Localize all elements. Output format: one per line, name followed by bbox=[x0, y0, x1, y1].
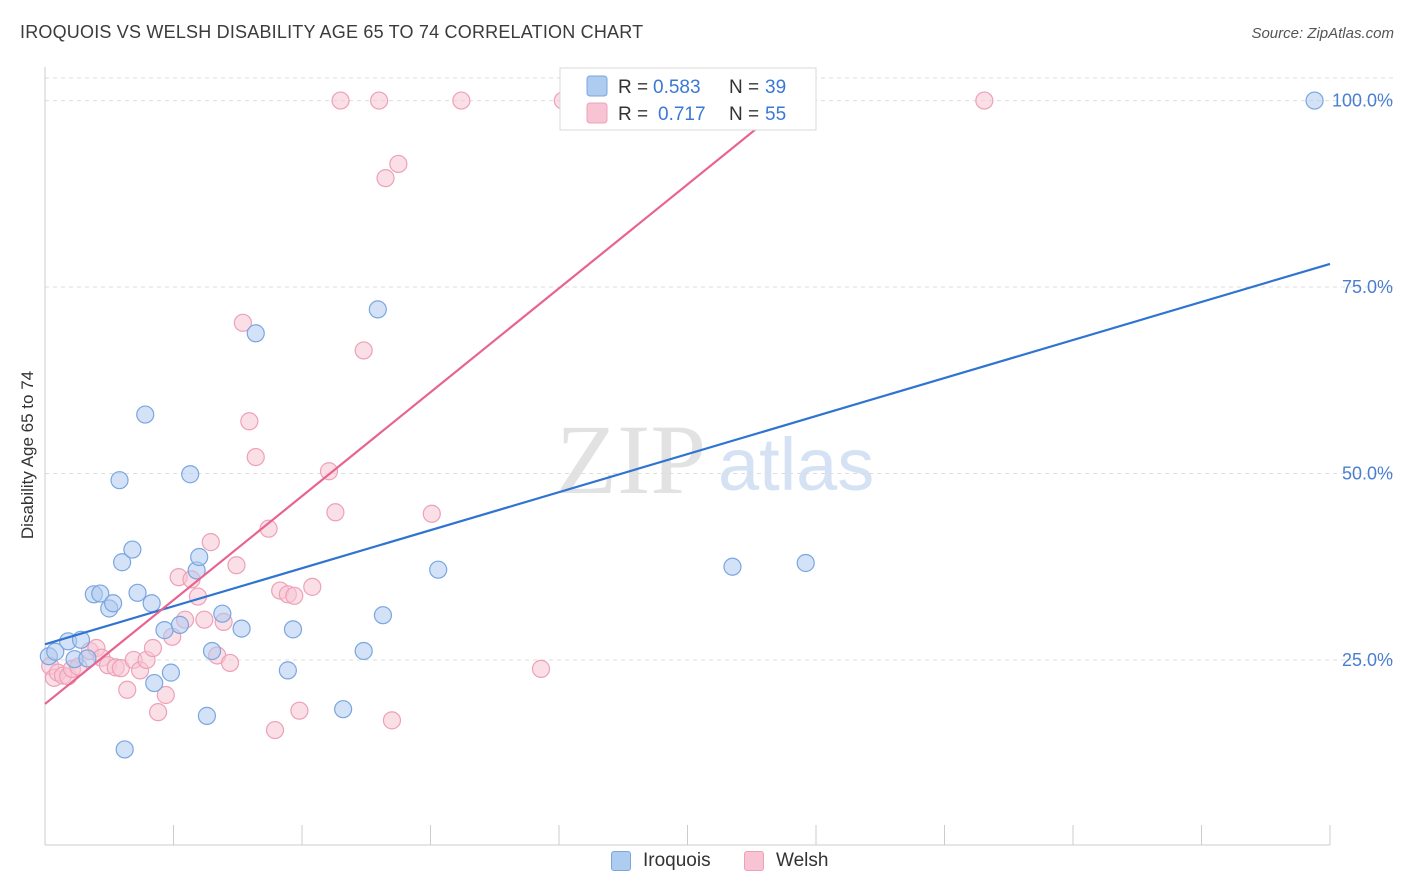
welsh-point bbox=[246, 447, 265, 467]
legend-label-iroquois: Iroquois bbox=[643, 850, 711, 871]
y-tick-label: 50.0% bbox=[1342, 463, 1393, 483]
iroquois-point bbox=[368, 300, 387, 319]
iroquois-point bbox=[278, 661, 297, 680]
iroquois-point bbox=[354, 641, 373, 661]
legend-r-value-welsh: 0.717 bbox=[658, 104, 706, 125]
legend-r-value-iroquois: 0.583 bbox=[653, 77, 701, 98]
welsh-point bbox=[111, 659, 130, 678]
welsh-point bbox=[370, 91, 389, 110]
chart-title: IROQUOIS VS WELSH DISABILITY AGE 65 TO 7… bbox=[20, 22, 644, 42]
iroquois-point bbox=[91, 584, 110, 603]
legend-item-welsh: Welsh bbox=[744, 850, 828, 872]
welsh-point bbox=[303, 577, 322, 596]
iroquois-point bbox=[213, 604, 232, 623]
iroquois-point bbox=[123, 540, 142, 559]
legend-label-welsh: Welsh bbox=[776, 850, 829, 871]
welsh-point bbox=[118, 680, 137, 699]
welsh-point bbox=[285, 586, 304, 605]
legend-swatch-welsh bbox=[586, 102, 608, 124]
legend-n-value-welsh: 55 bbox=[765, 104, 786, 125]
iroquois-point bbox=[181, 465, 200, 484]
gridlines bbox=[45, 77, 1394, 661]
iroquois-point bbox=[46, 642, 65, 661]
welsh-point bbox=[201, 533, 220, 552]
legend-swatch-iroquois bbox=[586, 75, 608, 97]
iroquois-point bbox=[112, 553, 132, 572]
legend-n-label-iroquois: N = bbox=[729, 77, 759, 98]
source-label: Source: ZipAtlas.com bbox=[1251, 25, 1394, 42]
welsh-point bbox=[376, 169, 395, 188]
welsh-point bbox=[452, 91, 471, 110]
legend-n-value-iroquois: 39 bbox=[765, 77, 786, 98]
iroquois-point bbox=[161, 663, 181, 682]
welsh-point bbox=[195, 610, 214, 629]
y-axis-label: Disability Age 65 to 74 bbox=[18, 371, 37, 539]
iroquois-point bbox=[373, 606, 393, 625]
iroquois-point bbox=[334, 700, 353, 719]
welsh-point bbox=[382, 711, 402, 730]
iroquois-point bbox=[145, 673, 164, 693]
welsh-point bbox=[354, 341, 373, 360]
legend-item-iroquois: Iroquois bbox=[611, 850, 711, 872]
iroquois-point bbox=[197, 706, 217, 725]
welsh-point bbox=[220, 653, 240, 673]
welsh-point bbox=[143, 638, 163, 658]
iroquois-point bbox=[1305, 91, 1324, 110]
correlation-legend: R = 0.583 N = 39 R = 0.717 N = 55 bbox=[559, 67, 817, 131]
welsh-point bbox=[290, 701, 309, 720]
welsh-point bbox=[233, 313, 252, 332]
tick-labels: 25.0%50.0%75.0%100.0%0.0%100.0% bbox=[1332, 91, 1393, 670]
iroquois-point bbox=[796, 553, 815, 573]
legend-swatch-welsh-bottom bbox=[744, 851, 764, 871]
iroquois-trend-line bbox=[44, 262, 1331, 646]
legend-r-label-iroquois: R = bbox=[618, 77, 648, 98]
series-legend: Iroquois Welsh bbox=[0, 850, 1406, 880]
iroquois-point bbox=[246, 324, 265, 343]
iroquois-point bbox=[104, 594, 123, 613]
welsh-point bbox=[389, 154, 408, 174]
welsh-point bbox=[531, 659, 551, 678]
axes bbox=[44, 67, 1331, 846]
welsh-trend-line bbox=[44, 95, 798, 705]
welsh-points bbox=[41, 91, 994, 740]
iroquois-point bbox=[283, 620, 303, 639]
iroquois-point bbox=[155, 621, 174, 640]
iroquois-point bbox=[142, 594, 161, 613]
iroquois-point bbox=[128, 583, 147, 602]
welsh-point bbox=[265, 720, 285, 740]
iroquois-point bbox=[78, 649, 97, 668]
scatter-chart: ZIP atlas 25.0%50.0%75.0%100.0%0.0%100.0… bbox=[18, 67, 1394, 846]
y-tick-label: 75.0% bbox=[1342, 277, 1393, 297]
welsh-point bbox=[331, 91, 350, 110]
iroquois-point bbox=[115, 740, 134, 759]
iroquois-point bbox=[190, 547, 209, 567]
welsh-point bbox=[227, 556, 246, 575]
welsh-point bbox=[326, 503, 345, 522]
welsh-point bbox=[319, 462, 339, 481]
welsh-point bbox=[156, 685, 175, 705]
iroquois-point bbox=[202, 641, 222, 661]
legend-r-label-welsh: R = bbox=[618, 104, 648, 125]
y-tick-label: 25.0% bbox=[1342, 650, 1393, 670]
welsh-point bbox=[148, 703, 168, 722]
watermark-atlas: atlas bbox=[718, 423, 874, 506]
iroquois-point bbox=[136, 405, 155, 424]
iroquois-point bbox=[429, 560, 448, 579]
iroquois-point bbox=[232, 619, 251, 638]
iroquois-point bbox=[170, 615, 190, 634]
y-tick-label: 100.0% bbox=[1332, 91, 1393, 111]
legend-n-label-welsh: N = bbox=[729, 104, 759, 125]
legend-swatch-iroquois-bottom bbox=[611, 851, 631, 871]
welsh-point bbox=[240, 412, 259, 431]
watermark-zip: ZIP bbox=[556, 404, 706, 515]
trend-lines bbox=[44, 95, 1331, 705]
welsh-point bbox=[422, 504, 441, 523]
iroquois-point bbox=[723, 557, 742, 576]
iroquois-point bbox=[110, 471, 129, 490]
welsh-point bbox=[975, 91, 994, 110]
